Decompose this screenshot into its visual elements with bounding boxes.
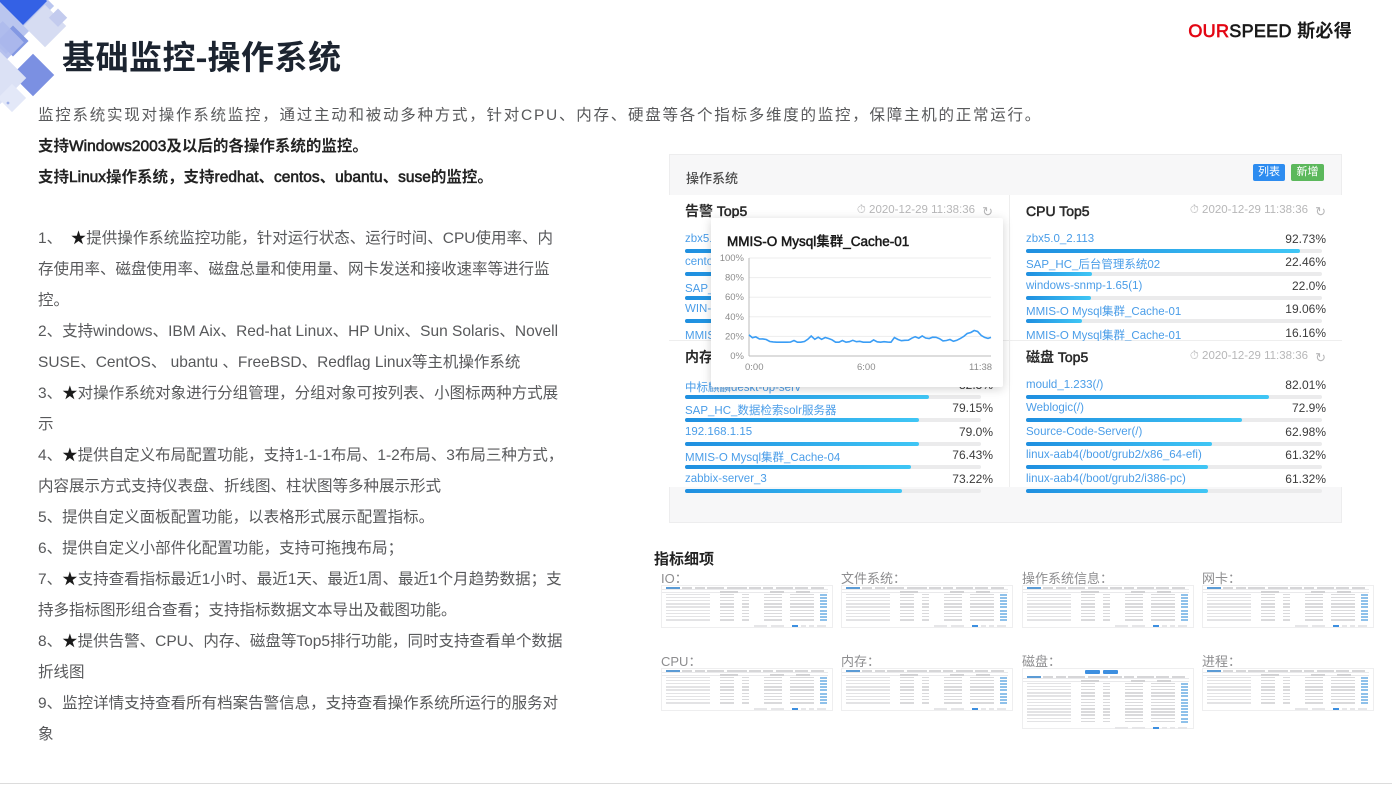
svg-text:11:38: 11:38	[969, 362, 993, 373]
svg-text:80%: 80%	[725, 273, 745, 284]
svg-text:100%: 100%	[720, 253, 745, 264]
svg-text:0:00: 0:00	[745, 362, 764, 373]
svg-text:60%: 60%	[725, 292, 745, 303]
svg-text:20%: 20%	[725, 331, 745, 342]
svg-text:6:00: 6:00	[857, 362, 876, 373]
svg-text:40%: 40%	[725, 312, 745, 323]
svg-text:0%: 0%	[730, 351, 744, 362]
